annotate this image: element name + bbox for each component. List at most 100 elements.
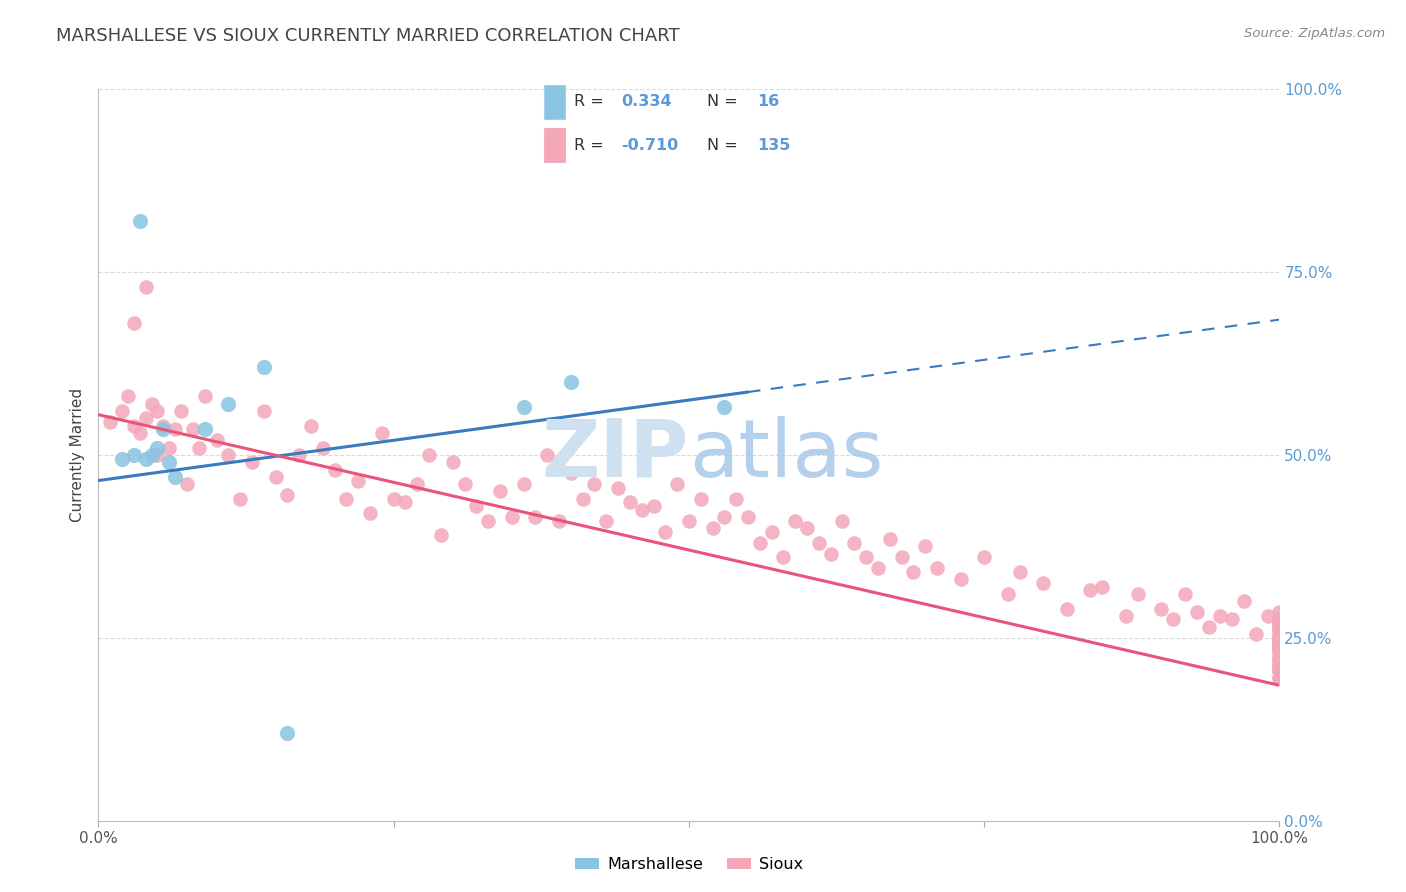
Point [607, 481, 630, 495]
Point [1268, 657, 1291, 671]
Point [264, 470, 287, 484]
Text: N =: N = [707, 138, 744, 153]
Point [176, 477, 198, 491]
Point [371, 425, 394, 440]
Point [560, 466, 582, 480]
Point [465, 499, 488, 513]
Point [1268, 653, 1291, 667]
Point [1209, 608, 1232, 623]
Text: -0.710: -0.710 [621, 138, 678, 153]
Point [925, 561, 948, 575]
Point [1161, 612, 1184, 626]
Point [335, 491, 357, 506]
Point [146, 448, 169, 462]
Point [1268, 627, 1291, 641]
Point [394, 495, 416, 509]
Point [831, 514, 853, 528]
Point [122, 316, 145, 330]
Point [914, 539, 936, 553]
Point [630, 503, 652, 517]
Text: ZIP: ZIP [541, 416, 689, 494]
Point [903, 565, 925, 579]
Point [165, 422, 187, 436]
Point [643, 499, 665, 513]
Point [973, 550, 995, 565]
Point [152, 418, 174, 433]
Point [135, 451, 157, 466]
Point [111, 404, 134, 418]
Point [807, 535, 830, 549]
Point [1268, 638, 1291, 652]
Y-axis label: Currently Married: Currently Married [70, 388, 86, 522]
Text: 135: 135 [756, 138, 790, 153]
Point [666, 477, 689, 491]
Point [1268, 624, 1291, 638]
Point [135, 279, 157, 293]
Point [170, 404, 193, 418]
Point [477, 514, 499, 528]
Point [1115, 608, 1137, 623]
Point [879, 532, 901, 546]
Point [1198, 620, 1220, 634]
Point [1268, 620, 1291, 634]
Point [359, 507, 381, 521]
Point [117, 389, 139, 403]
Point [194, 422, 217, 436]
Point [253, 404, 276, 418]
Point [619, 495, 641, 509]
Point [489, 484, 512, 499]
Point [323, 462, 346, 476]
Point [702, 521, 724, 535]
Point [1268, 649, 1291, 664]
Point [1257, 608, 1279, 623]
Point [1268, 631, 1291, 645]
Point [152, 422, 174, 436]
Point [217, 397, 239, 411]
Point [441, 455, 464, 469]
Point [595, 514, 617, 528]
Point [1268, 641, 1291, 656]
Point [141, 448, 163, 462]
Point [737, 510, 759, 524]
Point [501, 510, 523, 524]
Point [181, 422, 204, 436]
FancyBboxPatch shape [544, 85, 565, 119]
Point [1268, 660, 1291, 674]
Point [997, 587, 1019, 601]
Point [949, 572, 972, 586]
Point [276, 726, 298, 740]
Point [165, 470, 187, 484]
Point [571, 491, 593, 506]
Point [761, 524, 783, 539]
Text: 16: 16 [756, 95, 779, 109]
Point [796, 521, 818, 535]
Point [1080, 583, 1102, 598]
Point [713, 401, 735, 415]
Point [748, 535, 770, 549]
Point [536, 448, 558, 462]
Point [524, 510, 547, 524]
Point [299, 418, 322, 433]
Point [1268, 634, 1291, 648]
Point [194, 389, 217, 403]
Point [1268, 641, 1291, 656]
Point [1268, 616, 1291, 631]
Point [689, 491, 711, 506]
Point [276, 488, 298, 502]
Point [406, 477, 429, 491]
Text: MARSHALLESE VS SIOUX CURRENTLY MARRIED CORRELATION CHART: MARSHALLESE VS SIOUX CURRENTLY MARRIED C… [56, 27, 681, 45]
Point [583, 477, 606, 491]
FancyBboxPatch shape [544, 128, 565, 162]
Point [560, 375, 582, 389]
Point [146, 404, 169, 418]
Point [146, 441, 169, 455]
Point [453, 477, 475, 491]
Point [855, 550, 877, 565]
Point [654, 524, 676, 539]
Point [1268, 605, 1291, 619]
Point [430, 528, 453, 542]
Point [1233, 594, 1256, 608]
Point [1268, 664, 1291, 678]
Point [347, 474, 370, 488]
Point [382, 491, 405, 506]
